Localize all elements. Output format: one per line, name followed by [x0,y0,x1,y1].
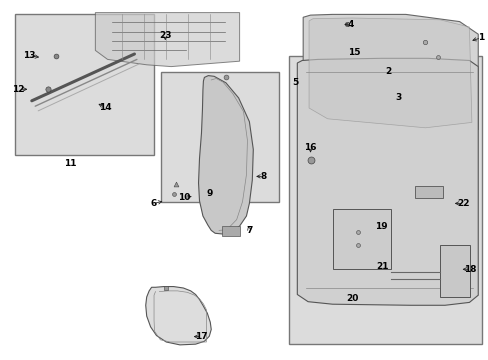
Text: 8: 8 [261,172,266,181]
Text: 5: 5 [292,78,298,87]
Text: 7: 7 [245,226,252,235]
Polygon shape [297,58,477,305]
Bar [222,226,239,236]
Text: 12: 12 [12,85,25,94]
Text: 22: 22 [456,199,469,208]
Text: 4: 4 [347,20,354,29]
Bar [288,56,481,344]
Text: 2: 2 [385,68,391,77]
Text: 21: 21 [375,262,388,271]
Text: 16: 16 [304,143,316,152]
Text: 17: 17 [195,332,207,341]
Polygon shape [198,76,253,234]
Text: 19: 19 [374,222,387,231]
Polygon shape [95,13,239,67]
Text: 18: 18 [463,265,476,274]
Bar [439,245,469,297]
Text: 14: 14 [99,103,111,112]
Text: 23: 23 [159,31,171,40]
Bar [333,209,390,269]
Bar [15,14,154,155]
Text: 20: 20 [345,294,358,303]
Text: 1: 1 [477,33,483,42]
Bar [414,186,442,198]
Text: 13: 13 [23,51,36,60]
Polygon shape [308,18,471,128]
Text: 15: 15 [347,49,360,57]
Text: 6: 6 [150,199,156,208]
Polygon shape [303,14,477,133]
Text: 3: 3 [395,93,401,102]
Text: 10: 10 [177,193,190,202]
Text: 9: 9 [205,189,212,198]
Bar [161,72,278,202]
Polygon shape [145,287,211,345]
Text: 11: 11 [63,159,76,168]
